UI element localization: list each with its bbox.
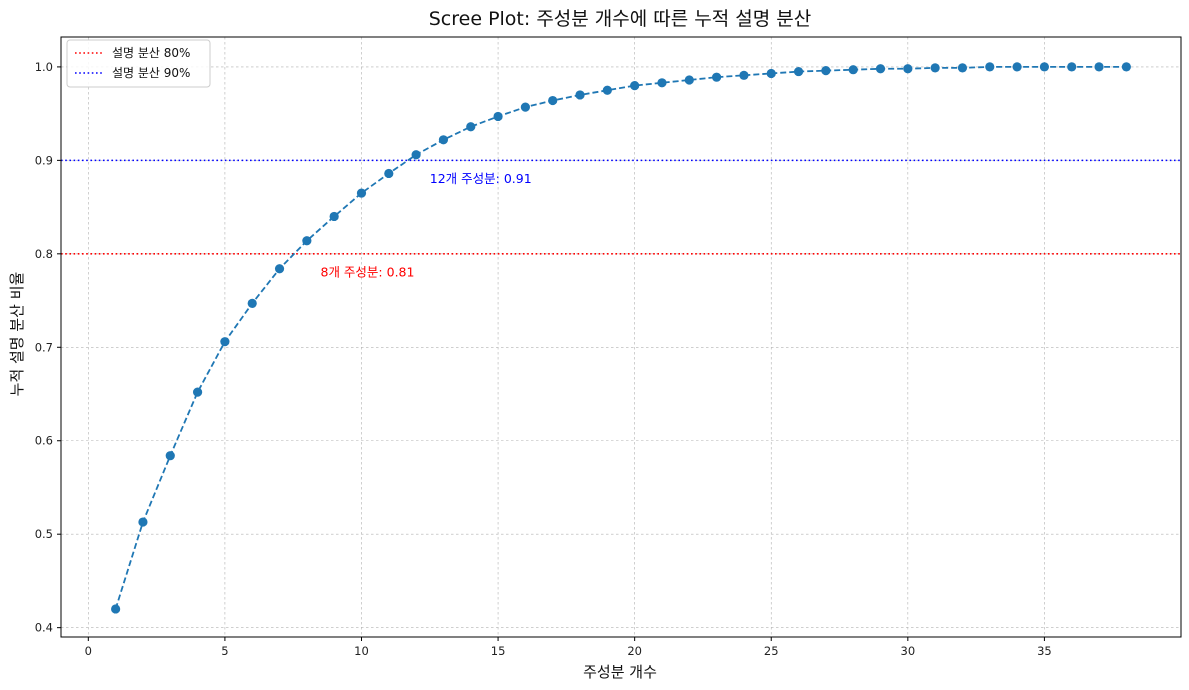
- data-point: [739, 70, 749, 80]
- y-axis-label: 누적 설명 분산 비율: [8, 272, 26, 397]
- data-point: [520, 102, 530, 112]
- data-point: [329, 211, 339, 222]
- reference-lines: [61, 159, 1181, 255]
- legend: 설명 분산 80% 설명 분산 90%: [66, 39, 211, 88]
- x-tick-label: 5: [221, 644, 228, 658]
- data-point: [384, 168, 394, 179]
- y-tick-label: 1.0: [35, 60, 53, 74]
- data-point: [657, 78, 667, 88]
- data-point: [1039, 62, 1050, 72]
- data-point: [957, 63, 968, 73]
- plot-frame: [60, 36, 1182, 638]
- data-point: [274, 264, 285, 274]
- data-point: [192, 387, 203, 397]
- annotation-label: 8개 주성분: 0.81: [321, 265, 415, 280]
- data-point: [466, 122, 476, 132]
- data-point: [630, 81, 640, 91]
- data-point: [438, 135, 449, 145]
- data-point: [875, 64, 886, 74]
- x-tick-label: 10: [354, 644, 369, 658]
- annotation-label: 12개 주성분: 0.91: [430, 171, 532, 186]
- x-tick-label: 15: [491, 644, 506, 658]
- data-point: [548, 95, 558, 106]
- data-point: [1094, 62, 1104, 72]
- legend-label-80: 설명 분산 80%: [112, 46, 190, 60]
- data-point: [493, 111, 503, 122]
- data-point: [575, 90, 585, 100]
- y-tick-label: 0.8: [35, 247, 53, 261]
- series-layer: [111, 62, 1131, 614]
- data-point: [165, 451, 175, 461]
- data-point: [903, 64, 913, 74]
- x-tick-label: 35: [1037, 644, 1052, 658]
- data-point: [247, 298, 257, 308]
- x-tick-label: 30: [901, 644, 916, 658]
- data-point: [138, 517, 148, 527]
- x-axis-ticks: 0 5 10 15 20 25 30 35: [85, 637, 1052, 658]
- data-point: [411, 150, 421, 160]
- x-tick-label: 20: [627, 644, 642, 658]
- y-tick-label: 0.9: [35, 153, 53, 167]
- data-point: [684, 75, 694, 85]
- data-point: [1012, 62, 1022, 72]
- data-point: [356, 188, 367, 198]
- data-point: [1121, 62, 1131, 72]
- data-point: [220, 337, 230, 347]
- data-point: [302, 236, 312, 246]
- y-tick-label: 0.7: [35, 340, 53, 354]
- legend-box: [66, 39, 211, 88]
- y-tick-label: 0.4: [35, 621, 53, 635]
- chart-title: Scree Plot: 주성분 개수에 따른 누적 설명 분산: [429, 8, 812, 30]
- legend-label-90: 설명 분산 90%: [112, 66, 190, 80]
- y-tick-label: 0.6: [35, 434, 53, 448]
- data-point: [793, 66, 804, 77]
- y-axis-ticks: 0.4 0.5 0.6 0.7 0.8 0.9 1.0: [35, 60, 61, 635]
- annotations: 8개 주성분: 0.81 12개 주성분: 0.91: [321, 171, 532, 279]
- data-point: [985, 62, 995, 72]
- data-point: [930, 63, 940, 73]
- data-point: [1067, 62, 1077, 72]
- data-point: [821, 66, 831, 76]
- x-tick-label: 0: [85, 644, 92, 658]
- x-axis-label: 주성분 개수: [583, 663, 657, 681]
- data-point: [712, 72, 722, 82]
- x-tick-label: 25: [764, 644, 779, 658]
- y-tick-label: 0.5: [35, 527, 53, 541]
- data-point: [848, 65, 858, 75]
- data-point: [602, 85, 612, 95]
- series-line: [114, 66, 1127, 610]
- data-point: [766, 68, 776, 79]
- data-point: [111, 604, 121, 614]
